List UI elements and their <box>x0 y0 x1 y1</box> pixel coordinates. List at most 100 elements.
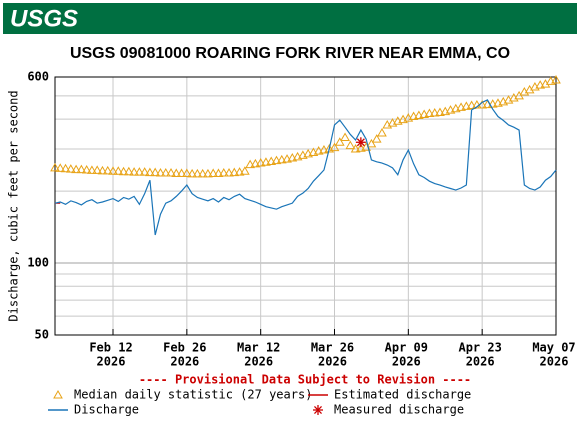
median-marker <box>429 108 440 117</box>
annotation: ---- Provisional Data Subject to Revisio… <box>139 373 471 387</box>
measured-marker <box>355 137 366 148</box>
median-marker <box>102 165 113 175</box>
median-marker <box>224 167 234 177</box>
median-marker <box>55 163 66 172</box>
median-marker <box>155 167 166 177</box>
x-tick-label: Apr 23 <box>458 341 501 355</box>
median-marker <box>65 164 76 173</box>
median-marker <box>255 158 266 167</box>
legend-label: Measured discharge <box>334 403 464 417</box>
median-marker <box>319 145 329 154</box>
median-marker <box>71 164 81 174</box>
x-tick-label: 2026 <box>97 355 126 369</box>
x-tick-label: Feb 12 <box>89 341 132 355</box>
median-marker <box>261 157 271 166</box>
x-tick-label: Mar 26 <box>311 341 354 355</box>
y-tick-label: 50 <box>35 328 49 342</box>
median-marker <box>266 156 277 165</box>
median-marker <box>282 154 292 163</box>
median-marker <box>76 164 87 174</box>
median-marker <box>60 163 71 173</box>
asterisk-stroke <box>356 138 365 147</box>
median-marker <box>239 166 250 175</box>
median-marker <box>271 155 282 165</box>
median-marker <box>192 168 203 178</box>
median-marker <box>92 165 103 174</box>
median-marker <box>181 168 192 177</box>
chart-title: USGS 09081000 ROARING FORK RIVER NEAR EM… <box>70 45 510 62</box>
median-marker <box>245 159 255 169</box>
legend-symbol <box>53 389 63 399</box>
median-marker <box>187 168 197 178</box>
median-marker <box>145 167 155 177</box>
median-marker <box>366 138 377 148</box>
median-marker <box>461 101 472 110</box>
median-marker <box>203 168 213 178</box>
legend-symbol <box>313 405 323 415</box>
x-tick-label: 2026 <box>170 355 199 369</box>
median-marker <box>250 158 261 168</box>
median-marker <box>414 110 424 120</box>
median-marker <box>287 152 298 162</box>
median-marker <box>171 168 182 177</box>
median-marker <box>535 80 546 89</box>
median-marker <box>340 132 350 142</box>
median-marker <box>134 167 145 176</box>
median-marker <box>377 127 387 137</box>
median-marker <box>329 142 340 152</box>
median-marker <box>234 167 245 176</box>
legend-label: Discharge <box>74 403 139 417</box>
median-marker <box>218 167 229 177</box>
x-tick-label: Feb 26 <box>163 341 206 355</box>
y-axis-label: Discharge, cubic feet per second <box>7 90 21 321</box>
x-tick-label: 2026 <box>318 355 347 369</box>
x-tick-label: Apr 09 <box>385 341 428 355</box>
median-marker <box>334 137 345 146</box>
median-marker <box>371 134 382 143</box>
median-marker <box>408 111 419 121</box>
median-marker <box>139 167 150 176</box>
median-marker <box>213 168 224 177</box>
header-bar <box>3 3 577 34</box>
median-marker <box>166 167 176 177</box>
median-marker <box>118 166 129 176</box>
median-marker <box>197 168 208 178</box>
median-marker <box>419 109 430 119</box>
median-marker <box>487 99 498 108</box>
median-marker <box>313 146 324 155</box>
median-marker <box>276 154 287 164</box>
logo: USGS <box>10 5 78 32</box>
x-tick-label: 2026 <box>466 355 495 369</box>
median-marker <box>108 166 118 175</box>
median-marker <box>160 167 171 177</box>
median-marker <box>87 165 97 174</box>
plot-frame <box>54 76 557 336</box>
median-marker <box>435 107 445 117</box>
y-tick-label: 600 <box>27 70 49 84</box>
median-marker <box>150 167 161 177</box>
median-marker <box>50 162 60 172</box>
median-marker <box>123 166 134 176</box>
x-tick-label: Mar 12 <box>237 341 280 355</box>
median-marker <box>208 168 219 177</box>
median-marker <box>424 108 435 118</box>
legend-label: Median daily statistic (27 years) <box>74 388 312 402</box>
x-tick-label: May 07 <box>532 341 575 355</box>
median-marker <box>229 167 240 177</box>
asterisk-stroke <box>314 406 322 414</box>
median-marker <box>81 164 92 174</box>
x-tick-label: 2026 <box>392 355 421 369</box>
median-marker <box>345 140 356 150</box>
median-marker <box>97 165 108 175</box>
legend-label: Estimated discharge <box>334 388 471 402</box>
median-marker <box>176 168 187 177</box>
median-marker <box>456 102 466 111</box>
x-tick-label: 2026 <box>244 355 273 369</box>
y-tick-label: 100 <box>27 256 49 270</box>
series-line <box>54 99 557 236</box>
median-marker <box>551 74 561 84</box>
median-marker <box>466 100 477 109</box>
median-marker <box>129 167 139 176</box>
median-marker <box>356 143 366 152</box>
